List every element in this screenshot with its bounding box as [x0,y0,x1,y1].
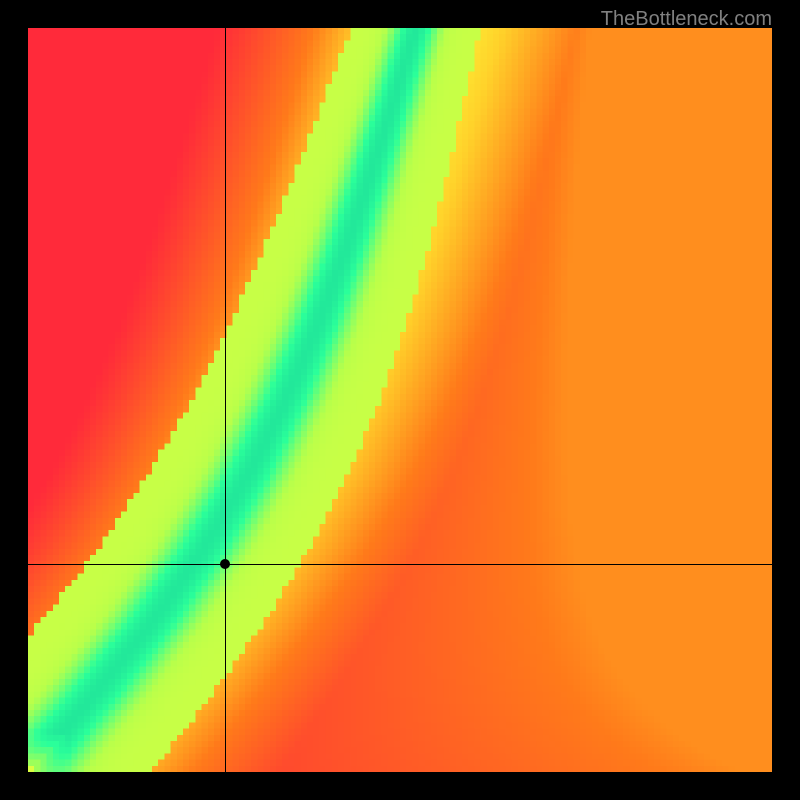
crosshair-vertical [225,28,226,772]
watermark-text: TheBottleneck.com [601,8,772,31]
crosshair-marker [220,559,230,569]
crosshair-horizontal [28,564,772,565]
heatmap-canvas [28,28,772,772]
plot-area [28,28,772,772]
